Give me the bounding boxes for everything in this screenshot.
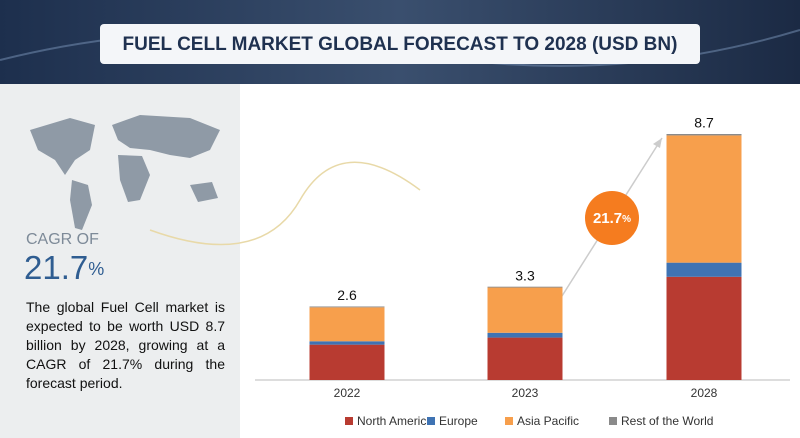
bar-segment <box>309 341 385 345</box>
world-map <box>30 115 220 230</box>
cagr-number: 21.7 <box>24 249 88 286</box>
growth-arrow-head <box>653 138 662 148</box>
total-label: 2.6 <box>337 287 357 303</box>
bar-segment <box>309 344 385 380</box>
legend-label: Europe <box>439 414 478 428</box>
total-label: 8.7 <box>694 115 714 131</box>
bar-segment <box>666 276 742 380</box>
bar-segment <box>487 287 563 333</box>
description: The global Fuel Cell market is expected … <box>26 299 225 391</box>
bar-segment <box>666 135 742 263</box>
decoration-curve <box>149 161 421 246</box>
x-tick-label: 2028 <box>691 386 718 400</box>
title-box <box>100 24 700 64</box>
bar-segment <box>666 262 742 277</box>
cagr-badge-number: 21.7 <box>593 210 622 227</box>
cagr-value: 21.7% <box>24 249 104 286</box>
legend-label: Rest of the World <box>621 414 713 428</box>
total-label: 3.3 <box>515 267 535 283</box>
legend-label: North America <box>357 414 433 428</box>
bar-segment <box>487 332 563 338</box>
chart-title: FUEL CELL MARKET GLOBAL FORECAST TO 2028… <box>123 34 678 55</box>
cagr-label: CAGR OF <box>26 231 99 248</box>
cagr-unit: % <box>88 259 104 279</box>
bar-segment <box>487 337 563 380</box>
bar-segment <box>487 286 563 288</box>
legend-swatch <box>505 417 513 425</box>
legend-swatch <box>427 417 435 425</box>
bar-segment <box>309 306 385 308</box>
x-tick-label: 2022 <box>334 386 361 400</box>
bar-segment <box>309 307 385 342</box>
legend-swatch <box>609 417 617 425</box>
legend-swatch <box>345 417 353 425</box>
legend-label: Asia Pacific <box>517 414 579 428</box>
cagr-badge-text: 21.7% <box>593 210 631 227</box>
bar-segment <box>666 134 742 136</box>
cagr-badge-unit: % <box>622 214 631 225</box>
cagr-badge <box>585 191 639 245</box>
x-tick-label: 2023 <box>512 386 539 400</box>
